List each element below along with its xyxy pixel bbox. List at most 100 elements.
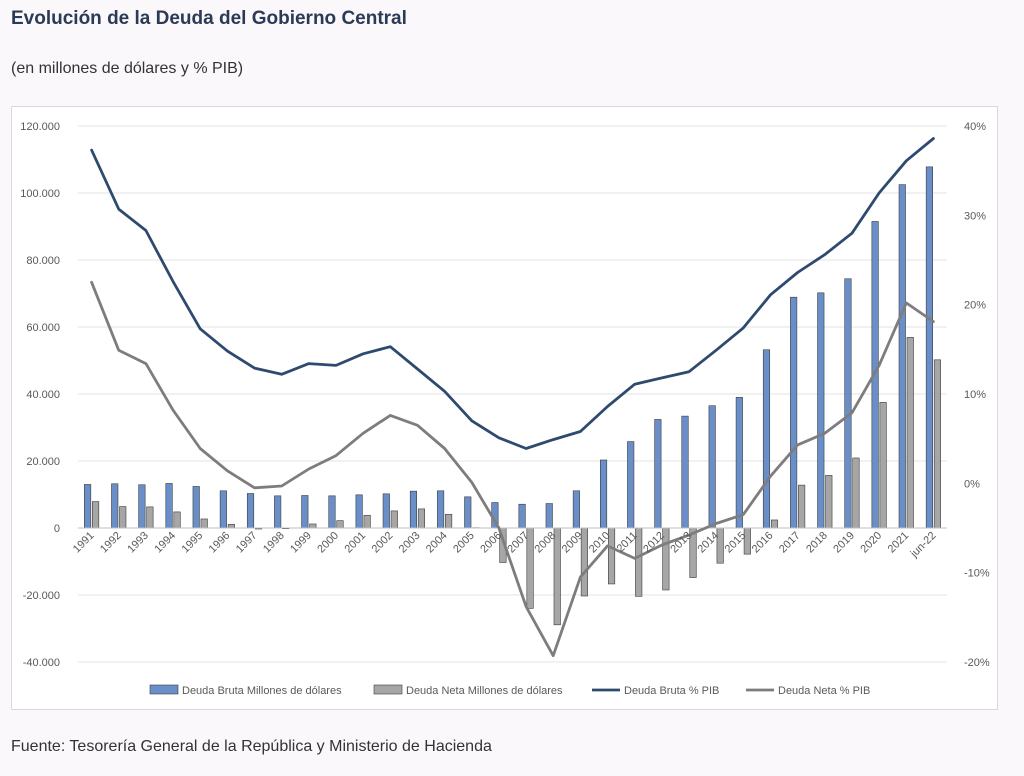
bar-deuda-bruta bbox=[572, 490, 580, 529]
y-right-tick-label: 20% bbox=[964, 300, 986, 312]
x-tick-label: 2019 bbox=[831, 530, 857, 556]
bar-deuda-bruta bbox=[790, 296, 798, 529]
bar-deuda-bruta bbox=[898, 184, 906, 529]
x-tick-label: 1994 bbox=[152, 530, 178, 556]
y-left-tick-label: 80.000 bbox=[26, 255, 60, 267]
bar-deuda-bruta bbox=[328, 495, 336, 529]
x-tick-label: 1998 bbox=[261, 530, 287, 556]
chart-title: Evolución de la Deuda del Gobierno Centr… bbox=[11, 8, 407, 29]
bar-deuda-bruta bbox=[382, 493, 390, 529]
bar-deuda-bruta bbox=[301, 495, 309, 529]
y-left-tick-label: 100.000 bbox=[20, 188, 60, 200]
line-deuda-neta-pib bbox=[90, 280, 935, 658]
gridlines bbox=[78, 125, 947, 663]
x-tick-label: 2004 bbox=[424, 530, 450, 556]
bar-deuda-bruta bbox=[111, 483, 119, 529]
y-right-tick-label: -20% bbox=[964, 657, 990, 669]
bar-deuda-bruta bbox=[627, 441, 635, 529]
bar-deuda-neta bbox=[200, 518, 208, 529]
x-tick-label: 2001 bbox=[342, 530, 368, 556]
bar-deuda-neta bbox=[227, 524, 235, 529]
legend-deuda-neta-line-label: Deuda Neta % PIB bbox=[778, 685, 870, 697]
bar-deuda-neta bbox=[852, 457, 860, 529]
bar-deuda-neta bbox=[390, 510, 398, 529]
bar-deuda-neta bbox=[933, 359, 941, 529]
bar-deuda-neta bbox=[119, 506, 127, 529]
bar-deuda-bruta bbox=[762, 349, 771, 529]
bar-deuda-bruta bbox=[138, 484, 146, 529]
bar-deuda-bruta bbox=[545, 503, 553, 529]
y-left-tick-label: 0 bbox=[54, 523, 60, 535]
bar-deuda-bruta bbox=[192, 486, 200, 529]
y-right-tick-label: 30% bbox=[964, 210, 986, 222]
bar-deuda-neta bbox=[716, 527, 724, 564]
bar-deuda-neta bbox=[906, 337, 914, 529]
bar-deuda-bruta bbox=[409, 490, 418, 529]
bar-deuda-bruta bbox=[464, 496, 472, 529]
y-right-tick-label: 10% bbox=[964, 389, 986, 401]
y-right-tick-label: -10% bbox=[964, 568, 990, 580]
y-left-tick-label: 120.000 bbox=[20, 121, 60, 133]
x-tick-label: 1995 bbox=[180, 530, 206, 556]
bar-deuda-neta bbox=[417, 508, 426, 529]
bar-deuda-bruta bbox=[925, 166, 933, 529]
bar-deuda-bruta bbox=[246, 493, 255, 529]
bar-deuda-bruta bbox=[654, 419, 662, 529]
bar-deuda-bruta bbox=[274, 495, 282, 529]
bar-deuda-neta bbox=[825, 475, 833, 529]
bars-layer bbox=[84, 166, 941, 626]
bar-deuda-neta bbox=[336, 520, 344, 529]
x-tick-label: 2003 bbox=[397, 530, 423, 556]
y-left-tick-label: 20.000 bbox=[26, 456, 60, 468]
bar-deuda-neta bbox=[798, 484, 806, 529]
bar-deuda-bruta bbox=[518, 503, 526, 529]
legend-deuda-bruta-bar-swatch bbox=[149, 684, 179, 695]
bar-deuda-bruta bbox=[84, 484, 92, 529]
x-tick-label: jun-22 bbox=[908, 530, 939, 561]
chart-container: -40.000 -20.000 0 20.000 40.000 60.000 80.000 1… bbox=[11, 106, 998, 710]
chart-subtitle: (en millones de dólares y % PIB) bbox=[11, 60, 244, 77]
bar-deuda-neta bbox=[770, 519, 779, 529]
bar-deuda-bruta bbox=[817, 292, 825, 529]
bar-deuda-neta bbox=[146, 506, 154, 529]
x-tick-label: 2020 bbox=[858, 530, 884, 556]
x-tick-label: 2000 bbox=[315, 530, 341, 556]
y-left-tick-label: 40.000 bbox=[26, 389, 60, 401]
y-left-tick-label: 60.000 bbox=[26, 322, 60, 334]
bar-deuda-bruta bbox=[708, 405, 716, 529]
x-tick-label: 1997 bbox=[234, 530, 260, 556]
bar-deuda-bruta bbox=[437, 490, 445, 529]
bar-deuda-bruta bbox=[165, 483, 173, 529]
bar-deuda-bruta bbox=[219, 490, 227, 529]
line-deuda-bruta-pib bbox=[90, 137, 935, 450]
legend: Deuda Bruta Millones de dólares Deuda Net… bbox=[149, 684, 870, 697]
x-tick-label: 2018 bbox=[804, 530, 830, 556]
source-note: Fuente: Tesorería General de la Repúblic… bbox=[11, 738, 492, 755]
debt-chart: -40.000 -20.000 0 20.000 40.000 60.000 80.000 1… bbox=[20, 121, 990, 697]
bar-deuda-bruta bbox=[599, 459, 608, 529]
x-tick-label: 2017 bbox=[777, 530, 803, 556]
y-left-tick-label: -20.000 bbox=[23, 590, 60, 602]
x-tick-label: 1996 bbox=[207, 530, 233, 556]
x-tick-label: 2002 bbox=[370, 530, 396, 556]
legend-deuda-neta-bar-label: Deuda Neta Millones de dólares bbox=[406, 685, 563, 697]
x-tick-label: 1992 bbox=[98, 530, 124, 556]
y-left-tick-label: -40.000 bbox=[23, 657, 60, 669]
bar-deuda-neta bbox=[309, 523, 317, 529]
bar-deuda-bruta bbox=[735, 397, 743, 529]
bar-deuda-bruta bbox=[355, 494, 363, 529]
bar-deuda-neta bbox=[445, 513, 453, 529]
lines-layer bbox=[90, 137, 935, 658]
x-tick-label: 1991 bbox=[71, 530, 97, 556]
bar-deuda-bruta bbox=[844, 278, 852, 529]
bar-deuda-neta bbox=[173, 511, 181, 529]
legend-deuda-bruta-line-label: Deuda Bruta % PIB bbox=[624, 685, 719, 697]
bar-deuda-neta bbox=[553, 527, 561, 626]
y-right-tick-label: 40% bbox=[964, 121, 986, 133]
bar-deuda-neta bbox=[363, 514, 371, 529]
x-tick-label: 2016 bbox=[750, 530, 776, 556]
y-right-tick-label: 0% bbox=[964, 478, 980, 490]
bar-deuda-bruta bbox=[681, 415, 689, 529]
x-tick-label: 2005 bbox=[451, 530, 477, 556]
bar-deuda-neta bbox=[92, 501, 100, 529]
